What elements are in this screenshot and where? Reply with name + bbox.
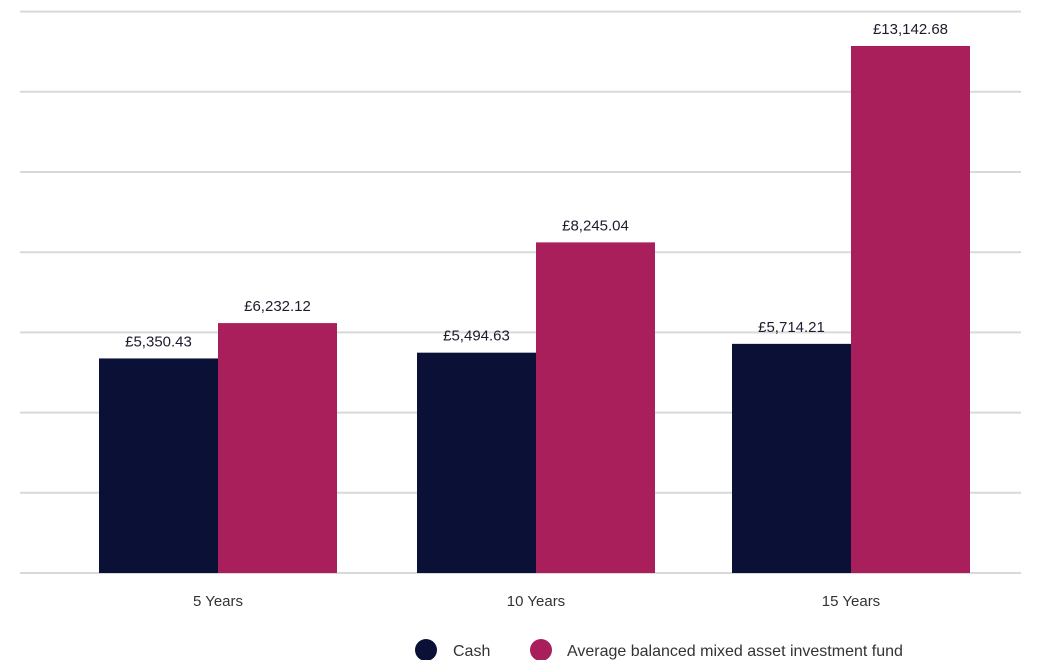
x-tick-label: 15 Years [822, 593, 880, 610]
legend: Cash Average balanced mixed asset investm… [415, 639, 903, 660]
legend-item-cash: Cash [415, 639, 490, 660]
bars [99, 45, 970, 574]
legend-item-fund: Average balanced mixed asset investment … [530, 639, 903, 660]
x-tick-label: 5 Years [193, 593, 243, 610]
data-label-cash: £5,350.43 [125, 333, 192, 350]
legend-label: Cash [453, 643, 490, 660]
data-label-fund: £13,142.68 [873, 21, 948, 38]
bar-cash [732, 343, 851, 573]
x-tick-label: 10 Years [507, 593, 565, 610]
value-labels: £5,350.43 £6,232.12 £5,494.63 £8,245.04 £5,7… [125, 21, 948, 350]
data-label-cash: £5,714.21 [758, 319, 825, 336]
bar-cash [417, 352, 536, 573]
bar-fund [536, 242, 655, 573]
bar-cash [99, 358, 218, 573]
data-label-fund: £6,232.12 [244, 298, 311, 315]
bar-fund [218, 323, 337, 573]
data-label-cash: £5,494.63 [443, 328, 510, 345]
x-axis-tick-labels: 5 Years 10 Years 15 Years [193, 593, 880, 610]
legend-marker [415, 639, 437, 660]
legend-marker [530, 639, 552, 660]
bar-fund [851, 45, 970, 574]
legend-label: Average balanced mixed asset investment … [567, 643, 903, 660]
data-label-fund: £8,245.04 [562, 217, 629, 234]
